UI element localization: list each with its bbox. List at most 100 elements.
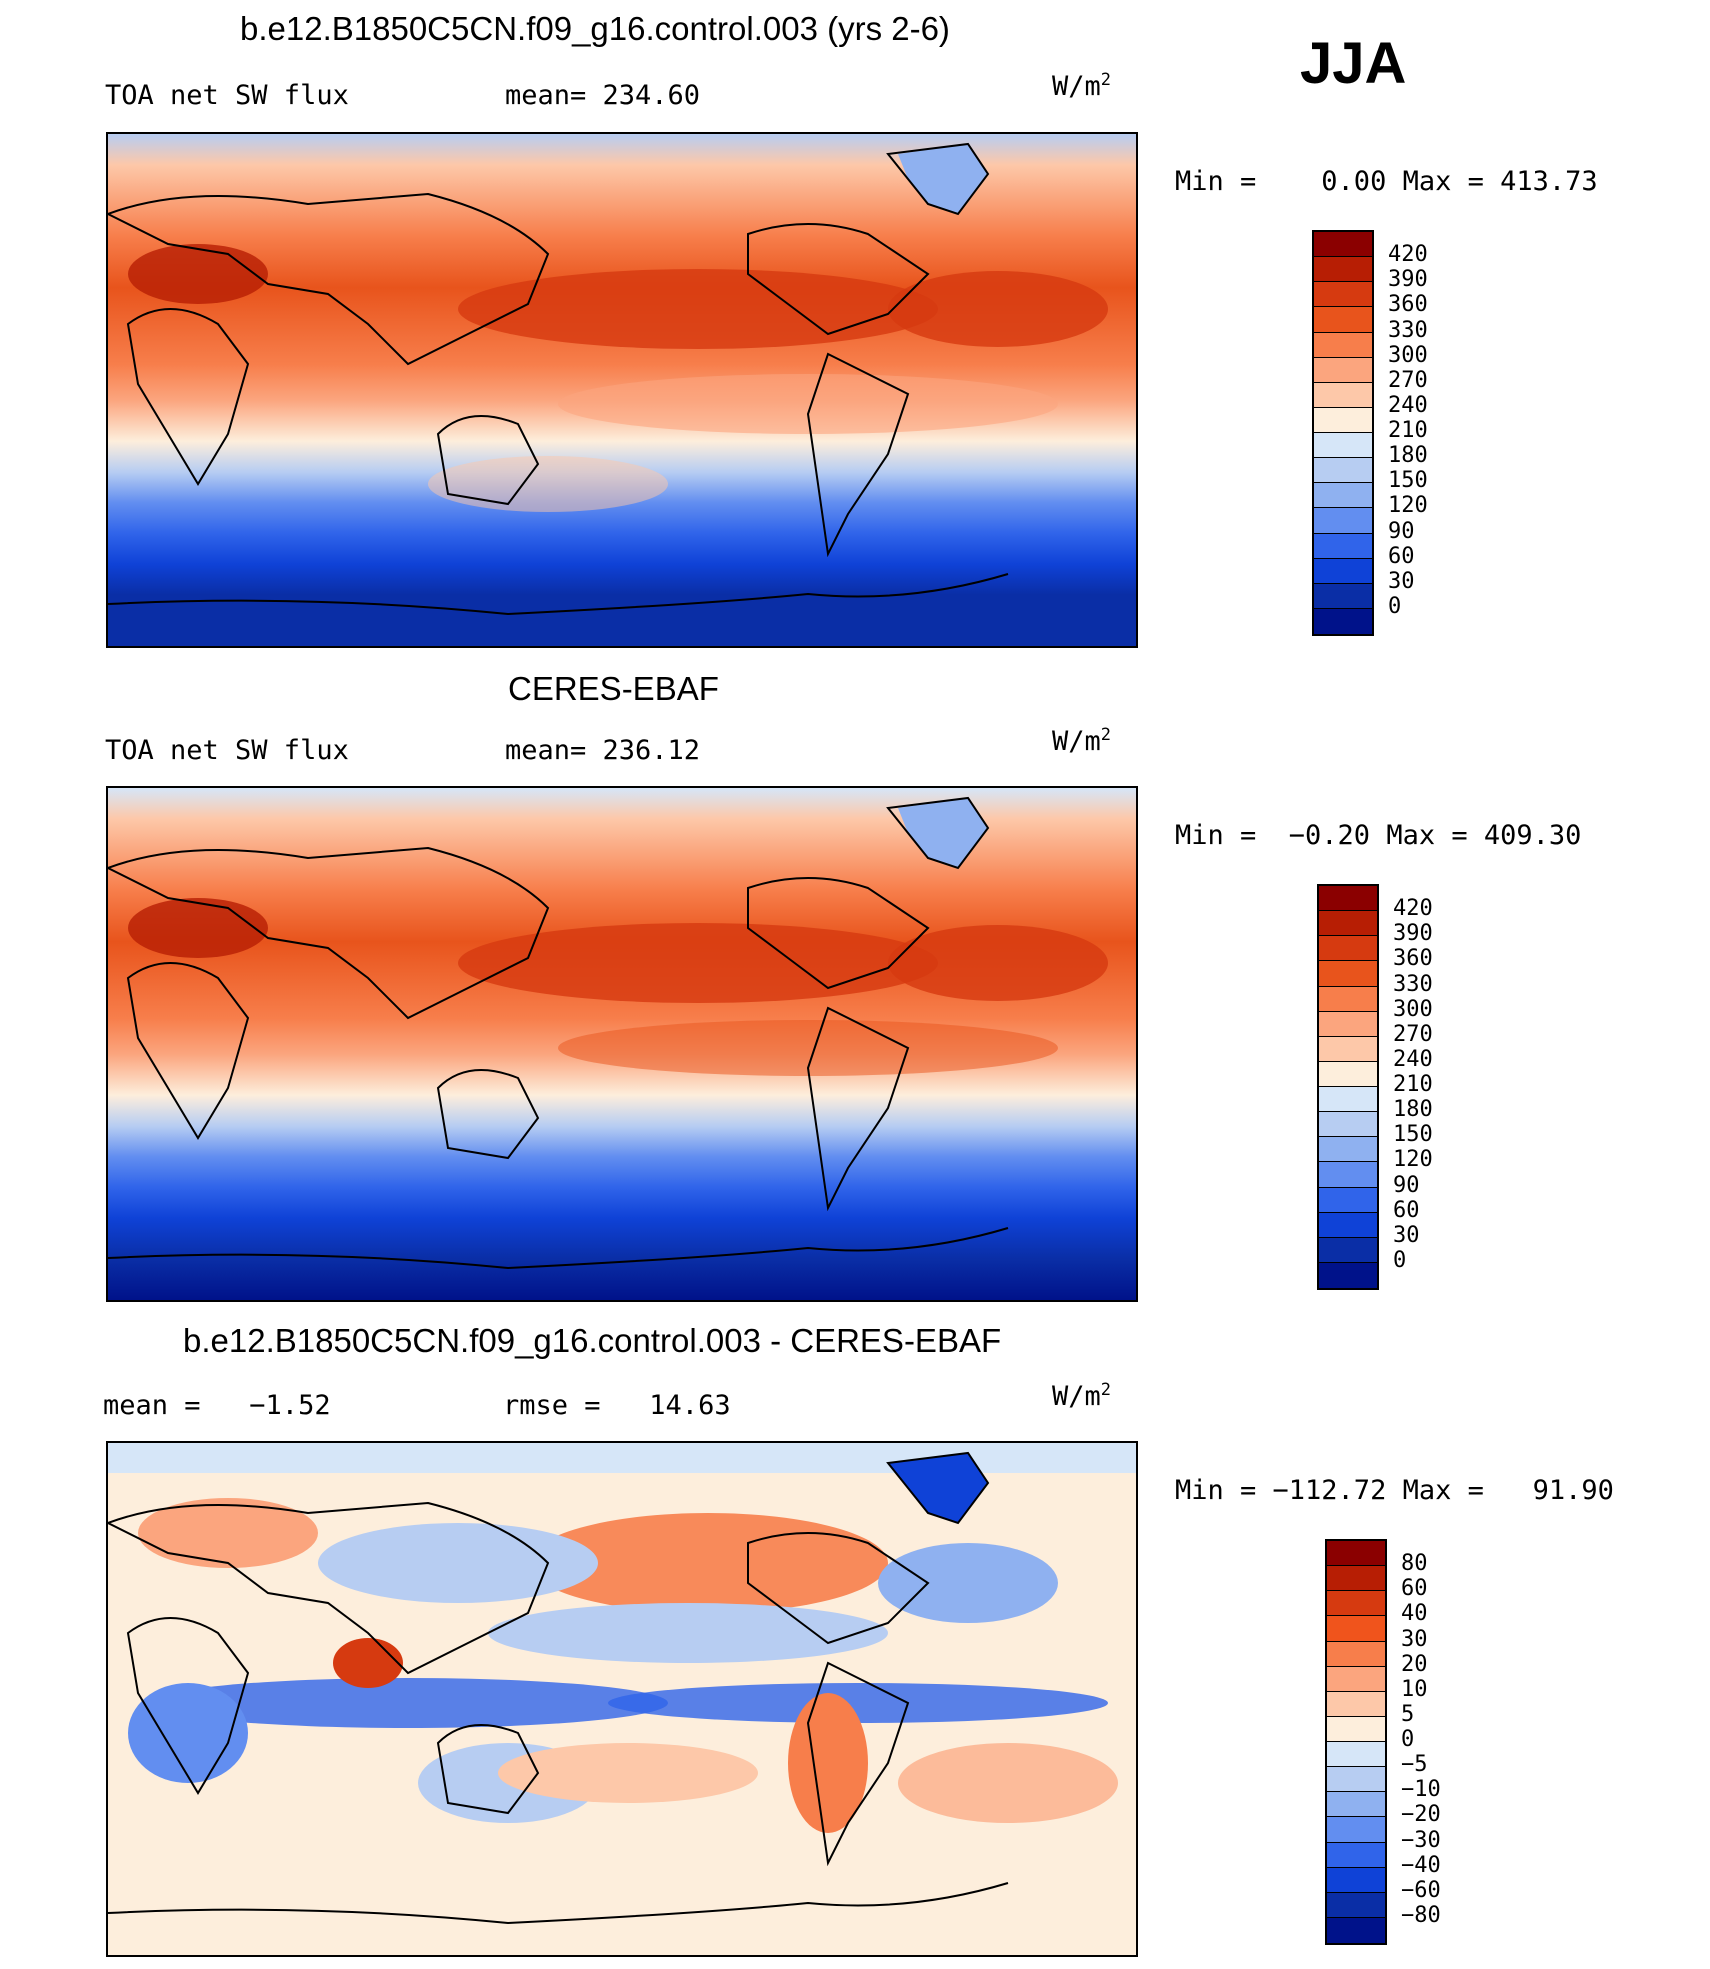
colorbar-swatch xyxy=(1314,307,1372,333)
panel-3-colorbar xyxy=(1325,1539,1387,1945)
colorbar-swatch xyxy=(1327,1716,1385,1742)
colorbar-swatch xyxy=(1327,1541,1385,1567)
colorbar-tick-label: 60 xyxy=(1393,1197,1420,1223)
colorbar-swatch xyxy=(1314,357,1372,383)
colorbar-tick-label: 300 xyxy=(1388,342,1428,368)
colorbar-tick-label: −40 xyxy=(1401,1852,1441,1878)
colorbar-swatch xyxy=(1327,1817,1385,1843)
colorbar-swatch xyxy=(1327,1917,1385,1943)
colorbar-tick-label: 390 xyxy=(1388,267,1428,293)
colorbar-swatch xyxy=(1327,1892,1385,1918)
colorbar-swatch xyxy=(1327,1641,1385,1667)
panel-3-mean-label: mean = −1.52 xyxy=(103,1390,331,1421)
colorbar-swatch xyxy=(1319,1187,1377,1213)
panel-2-colorbar-labels: 420 390 360 330 300 270 240 210 180 150 120 90 60 30 0 xyxy=(1393,884,1473,1290)
colorbar-swatch xyxy=(1319,1237,1377,1263)
panel-1-title: b.e12.B1850C5CN.f09_g16.control.003 (yrs… xyxy=(240,10,950,47)
colorbar-tick-label: 390 xyxy=(1393,921,1433,947)
panel-3-map xyxy=(106,1441,1138,1957)
colorbar-tick-label: 330 xyxy=(1393,971,1433,997)
colorbar-tick-label: 150 xyxy=(1388,468,1428,494)
colorbar-tick-label: 30 xyxy=(1393,1222,1420,1248)
colorbar-swatch xyxy=(1319,936,1377,962)
colorbar-swatch xyxy=(1319,911,1377,937)
colorbar-swatch xyxy=(1319,1137,1377,1163)
colorbar-swatch xyxy=(1314,282,1372,308)
panel-3-minmax: Min = −112.72 Max = 91.90 xyxy=(1175,1475,1614,1506)
colorbar-swatch xyxy=(1314,257,1372,283)
panel-2-mean-label: mean= 236.12 xyxy=(505,735,701,766)
colorbar-tick-label: 150 xyxy=(1393,1122,1433,1148)
panel-1-variable-label: TOA net SW flux xyxy=(105,80,349,111)
colorbar-tick-label: 0 xyxy=(1401,1727,1415,1752)
colorbar-tick-label: 20 xyxy=(1401,1651,1428,1677)
colorbar-tick-label: −30 xyxy=(1401,1827,1441,1853)
colorbar-tick-label: 180 xyxy=(1393,1097,1433,1123)
colorbar-swatch xyxy=(1314,508,1372,534)
colorbar-tick-label: 30 xyxy=(1388,568,1415,594)
panel-2-variable-label: TOA net SW flux xyxy=(105,735,349,766)
colorbar-tick-label: −60 xyxy=(1401,1877,1441,1903)
colorbar-tick-label: 90 xyxy=(1388,518,1415,544)
colorbar-swatch xyxy=(1314,407,1372,433)
colorbar-tick-label: 270 xyxy=(1393,1021,1433,1047)
colorbar-swatch xyxy=(1314,533,1372,559)
colorbar-tick-label: 60 xyxy=(1388,543,1415,569)
colorbar-swatch xyxy=(1319,1162,1377,1188)
colorbar-tick-label: 360 xyxy=(1388,292,1428,318)
colorbar-tick-label: −80 xyxy=(1401,1902,1441,1928)
colorbar-swatch xyxy=(1319,1036,1377,1062)
panel-2-title: CERES-EBAF xyxy=(508,670,719,707)
colorbar-tick-label: 240 xyxy=(1393,1046,1433,1072)
colorbar-tick-label: 210 xyxy=(1393,1072,1433,1097)
colorbar-tick-label: 420 xyxy=(1388,242,1428,268)
colorbar-tick-label: −5 xyxy=(1401,1752,1428,1778)
colorbar-tick-label: 5 xyxy=(1401,1701,1415,1727)
colorbar-swatch xyxy=(1314,608,1372,634)
panel-1-units: W/m2 xyxy=(1052,70,1112,102)
colorbar-swatch xyxy=(1327,1742,1385,1768)
colorbar-tick-label: 40 xyxy=(1401,1601,1428,1627)
colorbar-swatch xyxy=(1327,1666,1385,1692)
colorbar-tick-label: −10 xyxy=(1401,1777,1441,1803)
panel-1-colorbar-labels: 420 390 360 330 300 270 240 210 180 150 120 90 60 30 0 xyxy=(1388,230,1468,636)
colorbar-swatch xyxy=(1314,332,1372,358)
colorbar-swatch xyxy=(1314,483,1372,509)
colorbar-tick-label: 120 xyxy=(1393,1147,1433,1173)
panel-1-minmax: Min = 0.00 Max = 413.73 xyxy=(1175,166,1598,197)
panel-1-colorbar xyxy=(1312,230,1374,636)
panel-2-minmax: Min = −0.20 Max = 409.30 xyxy=(1175,820,1582,851)
colorbar-tick-label: 360 xyxy=(1393,946,1433,972)
colorbar-tick-label: 420 xyxy=(1393,896,1433,922)
colorbar-swatch xyxy=(1327,1591,1385,1617)
colorbar-swatch xyxy=(1327,1566,1385,1592)
colorbar-swatch xyxy=(1319,986,1377,1012)
colorbar-tick-label: 270 xyxy=(1388,367,1428,393)
colorbar-swatch xyxy=(1314,558,1372,584)
colorbar-swatch xyxy=(1314,382,1372,408)
panel-3-colorbar-labels: 80 60 40 30 20 10 5 0 −5 −10 −20 −30 −40 −60 −80 xyxy=(1401,1539,1491,1945)
colorbar-tick-label: 240 xyxy=(1388,392,1428,418)
colorbar-tick-label: 0 xyxy=(1388,593,1402,619)
colorbar-tick-label: 330 xyxy=(1388,317,1428,343)
colorbar-swatch xyxy=(1319,1212,1377,1238)
colorbar-tick-label: 30 xyxy=(1401,1626,1428,1652)
colorbar-swatch xyxy=(1319,961,1377,987)
colorbar-swatch xyxy=(1327,1842,1385,1868)
colorbar-tick-label: 80 xyxy=(1401,1551,1428,1577)
colorbar-swatch xyxy=(1314,433,1372,459)
colorbar-tick-label: −20 xyxy=(1401,1802,1441,1828)
colorbar-tick-label: 0 xyxy=(1393,1247,1407,1273)
panel-3-units: W/m2 xyxy=(1052,1380,1112,1412)
colorbar-swatch xyxy=(1319,1011,1377,1037)
colorbar-tick-label: 90 xyxy=(1393,1172,1420,1198)
colorbar-swatch xyxy=(1319,886,1377,912)
colorbar-swatch xyxy=(1327,1691,1385,1717)
colorbar-tick-label: 120 xyxy=(1388,493,1428,519)
colorbar-tick-label: 210 xyxy=(1388,418,1428,443)
colorbar-tick-label: 10 xyxy=(1401,1676,1428,1702)
colorbar-swatch xyxy=(1314,458,1372,484)
colorbar-swatch xyxy=(1327,1767,1385,1793)
colorbar-swatch xyxy=(1319,1112,1377,1138)
colorbar-tick-label: 60 xyxy=(1401,1576,1428,1602)
